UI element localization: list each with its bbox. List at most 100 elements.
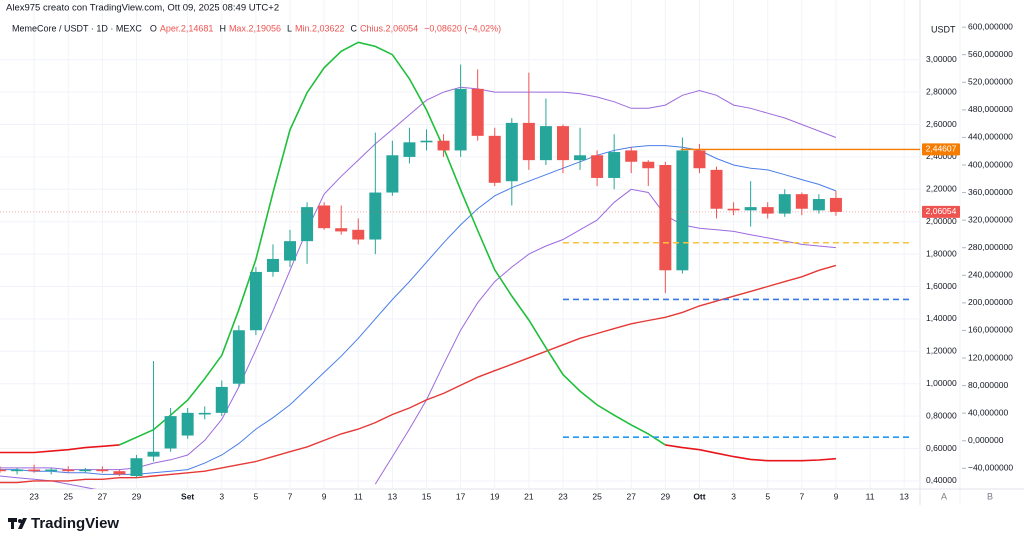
candle-body xyxy=(181,412,194,436)
y-tick-label: 1,20000 xyxy=(926,346,957,356)
y2-tick-label: 320,000000 xyxy=(968,214,1013,224)
candle-body xyxy=(761,207,774,214)
x-tick-label: 27 xyxy=(98,491,108,501)
x-tick-label: 27 xyxy=(626,491,636,501)
candle-body xyxy=(454,88,467,151)
ohlc-key: O xyxy=(150,23,157,33)
candle-body xyxy=(659,165,672,271)
y-tick-label: 3,00000 xyxy=(926,54,957,64)
x-tick-label: 25 xyxy=(64,491,74,501)
candle-body xyxy=(488,135,501,183)
candle-body xyxy=(727,208,740,211)
indicator-line xyxy=(0,264,837,484)
x-tick-label: 7 xyxy=(288,491,293,501)
pane-label: B xyxy=(987,491,993,501)
plot xyxy=(0,41,842,489)
y-tick-label: 1,60000 xyxy=(926,281,957,291)
candle-body xyxy=(266,258,279,272)
candle-body xyxy=(574,155,587,161)
brand-logo xyxy=(8,518,27,529)
y2-tick-label: 360,000000 xyxy=(968,187,1013,197)
x-tick-label: 13 xyxy=(388,491,398,501)
x-tick-label: 17 xyxy=(456,491,466,501)
candle-body xyxy=(113,471,126,475)
candle-body xyxy=(676,150,689,271)
y-tick-label: 0,80000 xyxy=(926,410,957,420)
candle-body xyxy=(198,412,211,415)
x-tick-label: 13 xyxy=(899,491,909,501)
x-tick-label: 25 xyxy=(592,491,602,501)
x-tick-label: 29 xyxy=(661,491,671,501)
y2-tick-label: 240,000000 xyxy=(968,270,1013,280)
axes: 0,40000 0,60000 0,80000 1,00000 1,20000 1,400… xyxy=(29,21,1013,501)
candle-body xyxy=(829,197,842,212)
pane-label: A xyxy=(941,491,947,501)
x-tick-label: 23 xyxy=(29,491,39,501)
candle-body xyxy=(710,169,723,209)
x-tick-label: Ott xyxy=(693,491,705,501)
indicator-line xyxy=(119,41,666,446)
ohlc-value: −0,08620 (−4,02%) xyxy=(424,23,501,33)
candle-body xyxy=(608,152,621,178)
candle-body xyxy=(744,207,757,211)
symbol: MemeCore / USDT · 1D · MEXC xyxy=(12,23,142,33)
y2-tick-label: 600,000000 xyxy=(968,21,1013,31)
candle-body xyxy=(795,194,808,209)
candle-body xyxy=(386,155,399,193)
ohlc-value: Chius.2,06054 xyxy=(360,23,418,33)
indicator-line xyxy=(0,444,836,462)
candle-body xyxy=(505,122,518,182)
x-tick-label: 11 xyxy=(866,491,875,501)
candle-body xyxy=(693,150,706,169)
credit: Alex975 creato con TradingView.com, Ott … xyxy=(6,3,279,14)
y-tick-label: 2,60000 xyxy=(926,119,957,129)
candle-body xyxy=(420,140,433,143)
x-tick-label: 5 xyxy=(765,491,770,501)
candle-body xyxy=(591,155,604,178)
ohlc-key: H xyxy=(219,23,226,33)
x-tick-label: 7 xyxy=(799,491,804,501)
axis-unit: USDT xyxy=(931,24,956,34)
candle-body xyxy=(403,142,416,157)
candle-body xyxy=(625,150,638,162)
x-tick-label: 3 xyxy=(731,491,736,501)
ohlc-value: Max.2,19056 xyxy=(229,23,281,33)
candle-body xyxy=(522,122,535,161)
candle-body xyxy=(556,126,569,161)
x-tick-label: 5 xyxy=(254,491,259,501)
candle-body xyxy=(352,229,365,240)
candle-body xyxy=(812,199,825,211)
y-tick-label: 1,80000 xyxy=(926,248,957,258)
y-tick-label: 0,60000 xyxy=(926,443,957,453)
candle-body xyxy=(301,207,314,242)
x-tick-label: 29 xyxy=(132,491,142,501)
ohlc-legend: MemeCore / USDT · 1D · MEXC O Aper.2,14681… xyxy=(12,23,501,33)
candle-body xyxy=(284,241,297,261)
candle-body xyxy=(130,458,143,477)
y2-tick-label: 560,000000 xyxy=(968,49,1013,59)
candle-body xyxy=(79,469,92,472)
candle-body xyxy=(335,228,348,232)
last-price-label: 2,06054 xyxy=(926,206,957,216)
last-price-box xyxy=(922,205,960,218)
candle-body xyxy=(11,469,24,472)
brand: TradingView xyxy=(31,515,119,532)
candle-body xyxy=(539,126,552,161)
x-tick-label: 21 xyxy=(524,491,534,501)
candle-body xyxy=(318,205,331,229)
ohlc-value: Min.2,03622 xyxy=(295,23,345,33)
candle-body xyxy=(96,469,109,472)
candle-body xyxy=(249,271,262,331)
candle-body xyxy=(0,469,6,472)
x-tick-label: 9 xyxy=(322,491,327,501)
y2-tick-label: 480,000000 xyxy=(968,104,1013,114)
y2-tick-label: 440,000000 xyxy=(968,132,1013,142)
y2-tick-label: 400,000000 xyxy=(968,159,1013,169)
y2-tick-label: 120,000000 xyxy=(968,352,1013,362)
y2-tick-label: 280,000000 xyxy=(968,242,1013,252)
level-label: 2,44607 xyxy=(926,144,957,154)
candle-body xyxy=(28,469,41,472)
y-tick-label: 2,00000 xyxy=(926,216,957,226)
